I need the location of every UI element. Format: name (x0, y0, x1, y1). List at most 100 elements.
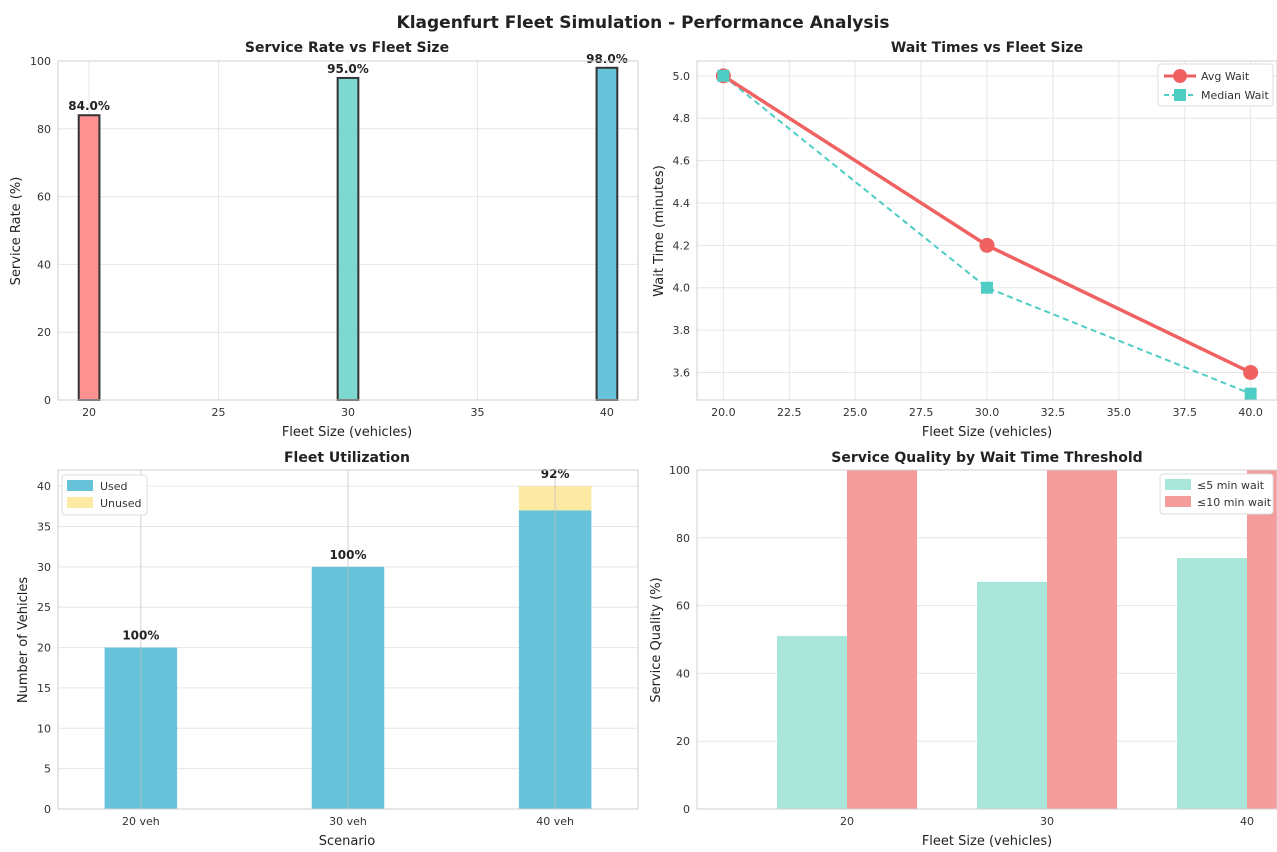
fleet-utilization-xlabel: Scenario (319, 834, 376, 848)
wait-times-legend: Avg Wait Median Wait (1157, 63, 1274, 107)
y-tick-label: 40 (676, 667, 690, 680)
legend-unused-label: Unused (100, 497, 141, 510)
bar-data-label: 84.0% (68, 99, 110, 113)
service-quality-plot-area (696, 469, 1277, 810)
y-tick-label: 100 (30, 55, 51, 68)
y-tick-label: 100 (669, 464, 690, 477)
y-tick-label: 4.8 (673, 112, 691, 125)
avg-wait-point (979, 237, 995, 253)
legend-used-swatch (67, 480, 93, 491)
service-rate-xlabel: Fleet Size (vehicles) (282, 425, 412, 440)
wait-times-ylabel: Wait Time (minutes) (652, 165, 667, 297)
quality-10min-bar (847, 470, 917, 809)
y-tick-label: 3.6 (673, 366, 691, 379)
service-quality-ylabel: Service Quality (%) (649, 577, 664, 702)
y-tick-label: 0 (44, 803, 51, 816)
x-tick-label: 30 (341, 406, 355, 419)
service-rate-chart: Service Rate vs Fleet Size Fleet Size (v… (9, 40, 639, 440)
legend-avg-wait-label: Avg Wait (1201, 70, 1250, 83)
y-tick-label: 20 (37, 326, 51, 339)
y-tick-label: 3.8 (673, 324, 691, 337)
x-tick-label: 22.5 (777, 406, 802, 419)
x-tick-label: 40 veh (536, 815, 574, 828)
y-tick-label: 40 (37, 258, 51, 271)
wait-times-title: Wait Times vs Fleet Size (891, 40, 1083, 56)
x-tick-label: 40 (600, 406, 614, 419)
x-tick-label: 20.0 (711, 406, 736, 419)
fleet-utilization-chart: Fleet Utilization Scenario Number of Veh… (16, 450, 639, 849)
utilization-label: 100% (122, 629, 159, 643)
y-tick-label: 80 (676, 532, 690, 545)
quality-5min-bar (977, 581, 1047, 809)
avg-wait-point (1243, 364, 1259, 380)
y-tick-label: 4.4 (673, 197, 691, 210)
service-rate-plot-area (57, 60, 639, 401)
x-tick-label: 20 veh (122, 815, 160, 828)
fleet-utilization-ylabel: Number of Vehicles (16, 577, 31, 704)
y-tick-label: 20 (676, 735, 690, 748)
legend-used-label: Used (100, 480, 128, 493)
y-tick-label: 5 (44, 763, 51, 776)
legend-median-wait-label: Median Wait (1201, 89, 1269, 102)
quality-10min-bar (1047, 470, 1117, 809)
service-quality-chart: Service Quality by Wait Time Threshold F… (649, 450, 1277, 849)
median-wait-point (981, 281, 993, 294)
fleet-utilization-plot-area (57, 469, 639, 810)
wait-times-xlabel: Fleet Size (vehicles) (922, 425, 1052, 440)
x-tick-label: 25.0 (843, 406, 868, 419)
legend-avg-wait-marker (1173, 69, 1187, 83)
y-tick-label: 60 (676, 600, 690, 613)
bar-data-label: 98.0% (586, 52, 628, 66)
utilization-label: 92% (541, 467, 570, 481)
x-tick-label: 25 (212, 406, 226, 419)
service-quality-title: Service Quality by Wait Time Threshold (831, 450, 1142, 466)
y-tick-label: 25 (37, 601, 51, 614)
y-tick-label: 5.0 (673, 70, 691, 83)
x-tick-label: 35 (470, 406, 484, 419)
x-tick-label: 30 (1040, 815, 1054, 828)
y-tick-label: 0 (44, 394, 51, 407)
legend-5min-label: ≤5 min wait (1197, 479, 1265, 492)
x-tick-label: 35.0 (1107, 406, 1132, 419)
y-tick-label: 0 (683, 803, 690, 816)
y-tick-label: 4.2 (673, 239, 691, 252)
y-tick-label: 80 (37, 123, 51, 136)
service-quality-xlabel: Fleet Size (vehicles) (922, 834, 1052, 848)
service-rate-ylabel: Service Rate (%) (9, 177, 24, 286)
y-tick-label: 30 (37, 561, 51, 574)
fleet-utilization-legend: Used Unused (61, 474, 148, 516)
y-tick-label: 4.0 (673, 282, 691, 295)
x-tick-label: 37.5 (1172, 406, 1197, 419)
quality-5min-bar (777, 636, 847, 809)
x-tick-label: 40 (1240, 815, 1254, 828)
y-tick-label: 20 (37, 642, 51, 655)
y-tick-label: 60 (37, 191, 51, 204)
service-rate-bar (595, 66, 619, 401)
median-wait-point (1244, 387, 1257, 400)
x-tick-label: 20 (840, 815, 854, 828)
x-tick-label: 32.5 (1041, 406, 1066, 419)
legend-5min-swatch (1165, 479, 1191, 490)
y-tick-label: 35 (37, 521, 51, 534)
x-tick-label: 27.5 (909, 406, 934, 419)
service-rate-bar (336, 76, 360, 401)
service-rate-title: Service Rate vs Fleet Size (245, 40, 449, 56)
y-tick-label: 10 (37, 722, 51, 735)
y-tick-label: 4.6 (673, 155, 691, 168)
service-rate-bar (77, 114, 101, 402)
x-tick-label: 30.0 (975, 406, 1000, 419)
figure-title: Klagenfurt Fleet Simulation - Performanc… (397, 13, 890, 33)
legend-median-wait-marker (1174, 89, 1186, 101)
median-wait-line (722, 75, 1252, 395)
utilization-label: 100% (329, 548, 366, 562)
fleet-utilization-title: Fleet Utilization (284, 450, 410, 466)
x-tick-label: 30 veh (329, 815, 367, 828)
legend-10min-swatch (1165, 496, 1191, 507)
median-wait-point (717, 69, 730, 82)
legend-10min-label: ≤10 min wait (1197, 496, 1272, 509)
x-tick-label: 40.0 (1238, 406, 1263, 419)
y-tick-label: 15 (37, 682, 51, 695)
quality-5min-bar (1177, 558, 1247, 809)
